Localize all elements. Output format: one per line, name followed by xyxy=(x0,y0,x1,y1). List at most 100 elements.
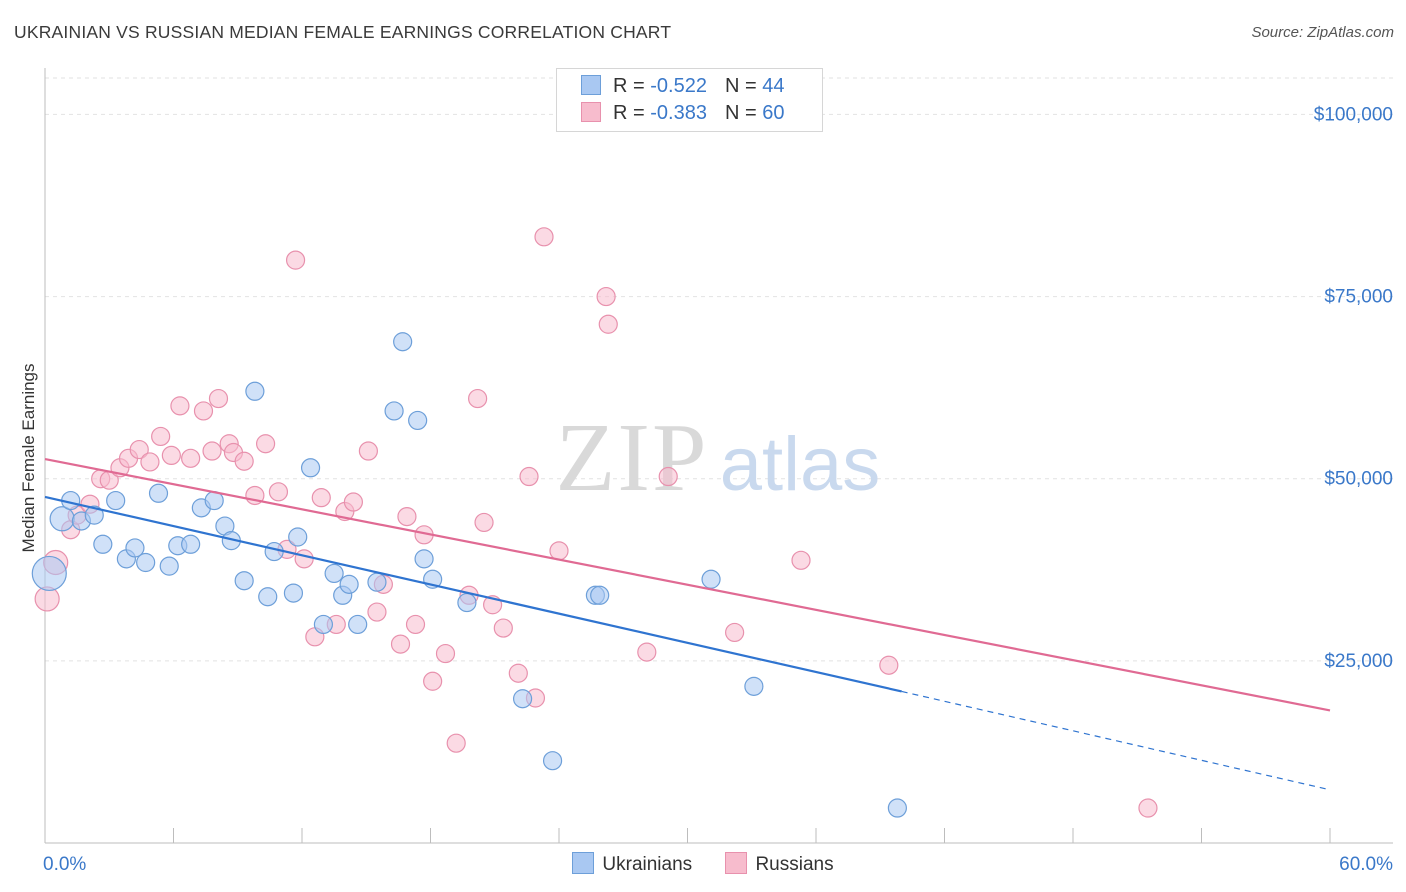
x-tick-label-max: 60.0% xyxy=(1339,854,1393,875)
ukrainians-point-30 xyxy=(367,572,387,592)
russians-point-46 xyxy=(493,618,513,638)
russians-point-40 xyxy=(435,643,456,664)
correlation-legend: R = -0.522 N = 44 R = -0.383 N = 60 xyxy=(556,68,823,132)
ukrainians-point-25 xyxy=(313,614,334,635)
russians-point-25 xyxy=(285,250,306,270)
trend-lines xyxy=(44,457,1331,791)
russians-point-59 xyxy=(1138,798,1158,818)
russians-point-23 xyxy=(268,482,289,502)
russians-point-31 xyxy=(343,492,363,512)
legend-label-russians: Russians xyxy=(755,854,834,875)
y-tick-labels: $25,000 $50,000 $75,000 $100,000 xyxy=(1314,104,1393,671)
ukrainians-point-41 xyxy=(701,569,721,589)
ukrainians-point-34 xyxy=(414,549,434,569)
ukrainians-point-43 xyxy=(887,798,907,818)
series-legend: Ukrainians Russians xyxy=(0,852,1406,876)
legend-r-value-2: -0.383 xyxy=(650,102,707,124)
russians-point-13 xyxy=(170,396,190,416)
ukrainians-points xyxy=(31,332,907,818)
ukrainians-point-23 xyxy=(288,527,308,547)
russians-point-17 xyxy=(208,388,229,409)
russians-point-33 xyxy=(367,602,387,622)
ukrainians-point-19 xyxy=(245,381,265,401)
russians-swatch xyxy=(581,102,601,122)
ukrainians-point-29 xyxy=(348,614,368,635)
russians-point-14 xyxy=(181,448,201,468)
russians-point-58 xyxy=(879,655,899,675)
y-tick-label-1: $50,000 xyxy=(1324,469,1393,490)
legend-n-value-1: 44 xyxy=(762,75,785,97)
ukrainians-point-37 xyxy=(512,689,533,709)
russians-point-37 xyxy=(405,614,426,635)
legend-r-label-1: R = xyxy=(613,75,651,97)
russians-point-32 xyxy=(358,441,378,461)
legend-row-ukrainians: R = -0.522 N = 44 xyxy=(581,75,784,101)
ukrainians-point-42 xyxy=(744,676,764,696)
russians-point-52 xyxy=(596,286,616,307)
russians-point-53 xyxy=(598,314,618,334)
legend-n-label-1: N = xyxy=(724,75,763,97)
ukrainians-point-21 xyxy=(264,541,284,562)
ukrainians-point-31 xyxy=(384,401,404,421)
ukrainians-point-9 xyxy=(136,552,156,573)
russians-point-57 xyxy=(791,550,811,570)
ukrainians-point-26 xyxy=(324,563,344,584)
legend-n-value-2: 60 xyxy=(762,102,785,124)
ukrainians-point-20 xyxy=(258,587,278,607)
ukrainians-point-33 xyxy=(408,410,428,431)
russians-point-10 xyxy=(140,452,160,472)
russians-points xyxy=(34,227,1158,818)
legend-item-ukrainians[interactable]: Ukrainians xyxy=(572,852,692,876)
legend-label-ukrainians: Ukrainians xyxy=(602,854,693,875)
russians-point-35 xyxy=(390,634,411,654)
russians-point-28 xyxy=(311,488,331,508)
russians-trend-line xyxy=(44,457,1331,712)
russians-point-26 xyxy=(294,549,314,569)
watermark-zip: ZIP xyxy=(556,404,709,512)
chart-source: Source: ZipAtlas.com xyxy=(1251,24,1394,41)
russians-point-15 xyxy=(193,401,214,421)
russians-point-20 xyxy=(234,451,254,471)
y-axis-label: Median Female Earnings xyxy=(19,364,38,553)
russians-point-56 xyxy=(725,622,745,643)
ukrainians-point-11 xyxy=(159,556,179,576)
ukrainians-point-22 xyxy=(283,583,304,603)
watermark-atlas: atlas xyxy=(720,422,881,507)
ukrainians-point-36 xyxy=(457,592,477,613)
ukrainians-trend-extension xyxy=(901,690,1331,791)
y-tick-label-0: $25,000 xyxy=(1324,651,1393,672)
russians-point-36 xyxy=(397,506,417,527)
russians-legend-swatch xyxy=(725,852,748,874)
ukrainians-point-5 xyxy=(93,534,113,554)
ukrainians-point-18 xyxy=(234,571,254,591)
russians-point-9 xyxy=(129,439,149,460)
russians-point-54 xyxy=(637,642,657,662)
legend-row-russians: R = -0.383 N = 60 xyxy=(581,102,784,128)
russians-point-43 xyxy=(468,388,488,409)
legend-r-label-2: R = xyxy=(613,102,651,124)
watermark: ZIP atlas xyxy=(556,404,881,512)
x-tick-label-min: 0.0% xyxy=(43,854,86,875)
russians-point-16 xyxy=(202,441,222,461)
russians-point-12 xyxy=(161,445,181,465)
russians-point-39 xyxy=(423,671,443,691)
ukrainians-point-28 xyxy=(339,574,359,594)
axes xyxy=(44,68,1393,844)
russians-point-41 xyxy=(446,733,466,753)
russians-point-48 xyxy=(519,466,539,487)
ukrainians-point-38 xyxy=(542,751,563,771)
ukrainians-point-0 xyxy=(31,555,67,592)
ukrainians-trend-line xyxy=(44,495,902,693)
russians-point-51 xyxy=(549,541,569,561)
legend-n-label-2: N = xyxy=(724,102,763,124)
x-tick-labels: 0.0% 60.0% xyxy=(43,854,1393,875)
ukrainians-swatch xyxy=(581,75,601,95)
legend-r-value-1: -0.522 xyxy=(650,75,707,97)
ukrainians-point-10 xyxy=(148,483,169,503)
legend-item-russians[interactable]: Russians xyxy=(725,852,834,876)
ukrainians-point-8 xyxy=(125,538,145,558)
ukrainians-point-1 xyxy=(49,506,75,532)
russians-point-50 xyxy=(534,227,554,247)
russians-point-11 xyxy=(151,426,171,447)
